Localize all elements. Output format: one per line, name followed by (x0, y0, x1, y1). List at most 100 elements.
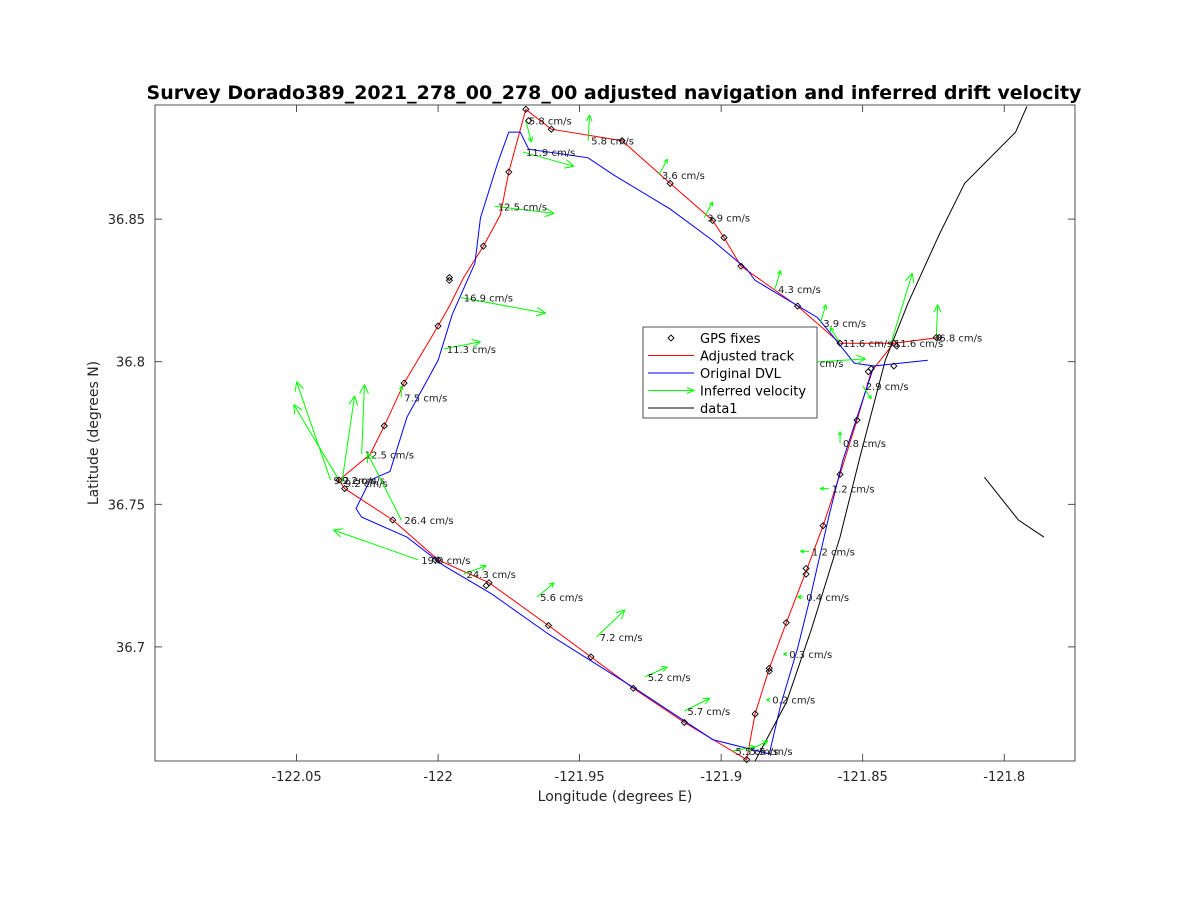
legend-label-0: GPS fixes (700, 332, 761, 347)
velocity-arrowhead-13-0 (856, 354, 866, 360)
velocity-arrow-3 (658, 158, 668, 176)
velocity-arrowhead-5-0 (545, 207, 555, 214)
velocity-arrow-6 (774, 270, 782, 290)
gps-fix-marker-40 (434, 322, 442, 330)
velocity-arrowhead-29-1 (621, 609, 626, 620)
velocity-arrow-32 (684, 697, 711, 712)
x-tick-label-1: -122 (423, 770, 453, 785)
gps-fix-marker-27 (680, 718, 688, 727)
gps-fix-marker-4 (666, 179, 674, 188)
velocity-arrowhead-13-1 (856, 358, 866, 365)
gps-fix-marker-22 (782, 619, 790, 627)
velocity-label-31: 0.2 cm/s (772, 696, 815, 707)
gps-fix-marker-13 (935, 333, 943, 342)
velocity-arrowhead-16-0 (837, 431, 841, 436)
velocity-label-29: 7.2 cm/s (600, 633, 643, 644)
velocity-arrowhead-5-1 (544, 212, 555, 218)
velocity-label-19: 9.2 cm/s (334, 476, 377, 487)
velocity-arrow-2 (522, 151, 575, 167)
velocity-arrow-22 (366, 452, 402, 521)
legend-label-1: Adjusted track (700, 350, 795, 365)
velocity-arrowhead-21-0 (820, 488, 825, 491)
gps-fix-marker-21 (802, 570, 810, 578)
velocity-label-24: 19.0 cm/s (421, 556, 470, 567)
velocity-arrowhead-20-0 (348, 395, 355, 405)
velocity-arrowhead-18-0 (293, 404, 296, 415)
gps-fix-marker-23 (765, 664, 773, 672)
velocity-arrowhead-21-1 (820, 486, 825, 490)
velocity-arrowhead-32-1 (705, 697, 711, 705)
velocity-arrowhead-28-1 (783, 651, 788, 655)
velocity-arrowhead-28-0 (783, 653, 788, 657)
velocity-arrowhead-18-1 (293, 404, 303, 411)
velocity-label-8: 16.9 cm/s (464, 294, 513, 305)
velocity-arrowhead-14-1 (867, 396, 872, 400)
tick-layer: -122.05 -122 -121.95 -121.9 -121.85 -121.8 36.… (108, 105, 1075, 785)
velocity-arrowhead-30-1 (662, 666, 668, 672)
velocity-arrow-10 (890, 273, 913, 344)
velocity-label-6: 4.3 cm/s (778, 285, 821, 296)
velocity-arrow-26 (463, 565, 487, 575)
velocity-label-20: 9.2 cm/s (345, 479, 388, 490)
velocity-arrowhead-2-1 (564, 165, 575, 169)
velocity-arrowhead-23-1 (800, 549, 805, 552)
gps-fix-marker-7 (737, 262, 745, 270)
gps-fix-marker-28 (629, 684, 638, 692)
velocity-label-21: 1.2 cm/s (832, 485, 875, 496)
gps-fix-marker-25 (751, 710, 759, 718)
gps-fix-marker-19 (819, 522, 827, 530)
velocity-label-28: 0.3 cm/s (789, 650, 832, 661)
gps-fix-marker-14 (890, 362, 898, 370)
velocity-arrow-8 (460, 297, 546, 314)
gps-fix-layer (335, 105, 943, 764)
velocity-label-22: 26.4 cm/s (404, 516, 453, 527)
velocity-arrowhead-15-0 (399, 385, 402, 390)
velocity-arrowhead-4-0 (708, 201, 713, 205)
gps-fix-marker-2 (547, 125, 555, 133)
series-data1-3 (984, 476, 1045, 538)
velocity-arrowhead-25-1 (797, 594, 802, 598)
gps-fix-marker-0 (522, 105, 530, 113)
plot-area (155, 105, 1075, 761)
velocity-arrowhead-31-1 (766, 697, 771, 701)
velocity-arrowhead-6-1 (780, 270, 782, 276)
gps-fix-marker-38 (380, 422, 388, 430)
x-tick-label-2: -121.95 (555, 770, 605, 785)
velocity-arrowhead-2-0 (566, 159, 575, 167)
velocity-arrowhead-27-1 (551, 582, 555, 589)
velocity-arrowhead-25-0 (797, 596, 802, 600)
legend-label-4: data1 (700, 402, 738, 417)
velocity-arrowhead-10-1 (911, 273, 915, 284)
velocity-arrowhead-12-1 (472, 341, 481, 348)
velocity-arrowhead-26-0 (480, 564, 487, 567)
velocity-label-0: 5.8 cm/s (529, 117, 572, 128)
velocity-arrowhead-12-0 (471, 338, 481, 343)
y-tick-label-3: 36.85 (108, 213, 145, 228)
velocity-label-23: 1.2 cm/s (812, 547, 855, 558)
gps-fix-marker-11 (893, 342, 901, 350)
velocity-arrow-27 (536, 582, 555, 598)
velocity-label-10: 11.6 cm/s (894, 339, 943, 350)
velocity-arrowhead-20-1 (354, 395, 359, 406)
velocity-arrowhead-33-0 (749, 744, 756, 748)
series-layer (338, 106, 1045, 762)
y-tick-label-0: 36.7 (116, 641, 145, 656)
velocity-label-18: 9.2 cm/s (342, 476, 385, 487)
gps-fix-marker-8 (793, 302, 802, 310)
velocity-arrowhead-11-1 (937, 304, 942, 313)
velocity-label-32: 5.7 cm/s (687, 707, 730, 718)
velocity-label-34: 5.5 cm/s (750, 747, 793, 758)
velocity-label-1: 5.8 cm/s (591, 137, 634, 148)
velocity-arrowhead-17-1 (364, 384, 369, 394)
x-tick-label-5: -121.8 (983, 770, 1025, 785)
velocity-arrowhead-29-0 (615, 609, 626, 614)
velocity-arrow-7 (819, 304, 827, 324)
velocity-arrowhead-26-1 (481, 565, 487, 571)
velocity-arrowhead-7-1 (825, 304, 828, 310)
velocity-arrow-11 (935, 304, 939, 338)
velocity-arrowhead-3-0 (663, 158, 668, 163)
legend: GPS fixes Adjusted track Original DVL Infer… (642, 326, 818, 419)
velocity-arrow-9 (829, 327, 841, 344)
gps-fix-marker-41 (445, 273, 454, 282)
